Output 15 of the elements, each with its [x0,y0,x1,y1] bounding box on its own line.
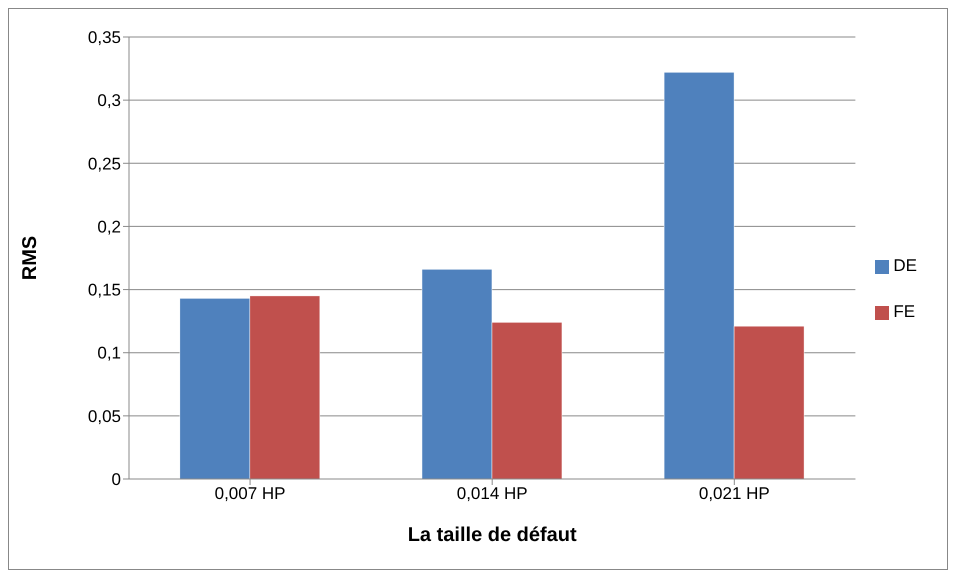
y-tick-label: 0 [112,470,121,490]
x-tick-label: 0,007 HP [214,484,286,504]
legend-label: FE [893,302,916,321]
y-tick-label: 0,15 [88,280,121,300]
x-tick-label: 0,021 HP [698,484,770,504]
y-tick-label: 0,3 [97,91,121,110]
y-tick-label: 0,1 [97,344,121,363]
legend-label: DE [893,256,917,275]
x-tick-label: 0,014 HP [456,484,528,504]
y-tick-label: 0,35 [88,28,121,48]
y-tick-label: 0,2 [97,217,121,236]
y-axis-title: RMS [19,236,42,280]
y-tick-label: 0,25 [88,154,121,174]
y-tick-label: 0,05 [88,406,121,426]
x-axis-title: La taille de défaut [408,524,577,546]
